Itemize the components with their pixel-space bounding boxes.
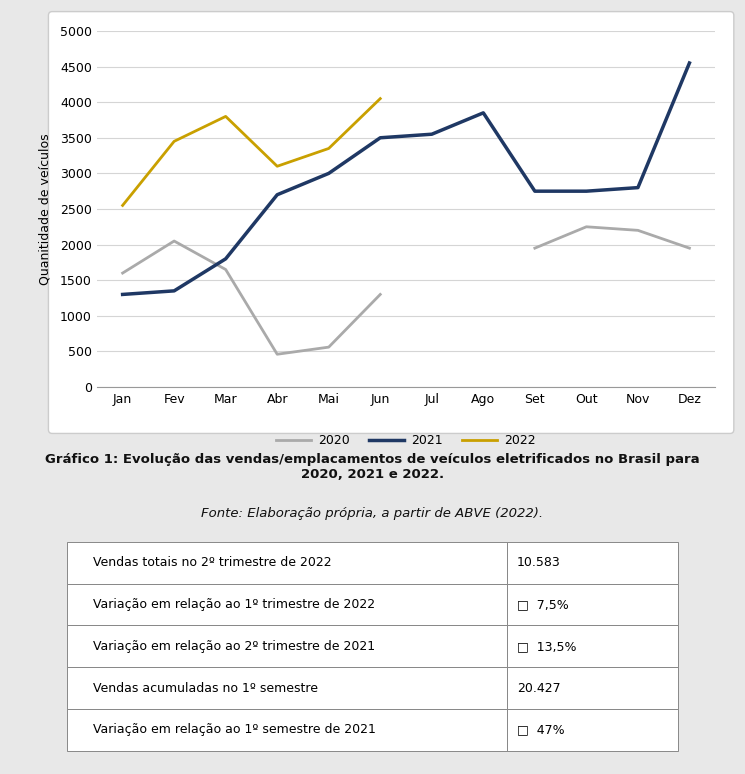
Legend: 2020, 2021, 2022: 2020, 2021, 2022	[271, 429, 541, 452]
Text: Gráfico 1: Evolução das vendas/emplacamentos de veículos eletrificados no Brasil: Gráfico 1: Evolução das vendas/emplacame…	[45, 453, 700, 481]
Y-axis label: Quanitidade de veículos: Quanitidade de veículos	[39, 133, 51, 285]
Text: Fonte: Elaboração própria, a partir de ABVE (2022).: Fonte: Elaboração própria, a partir de A…	[201, 507, 544, 520]
